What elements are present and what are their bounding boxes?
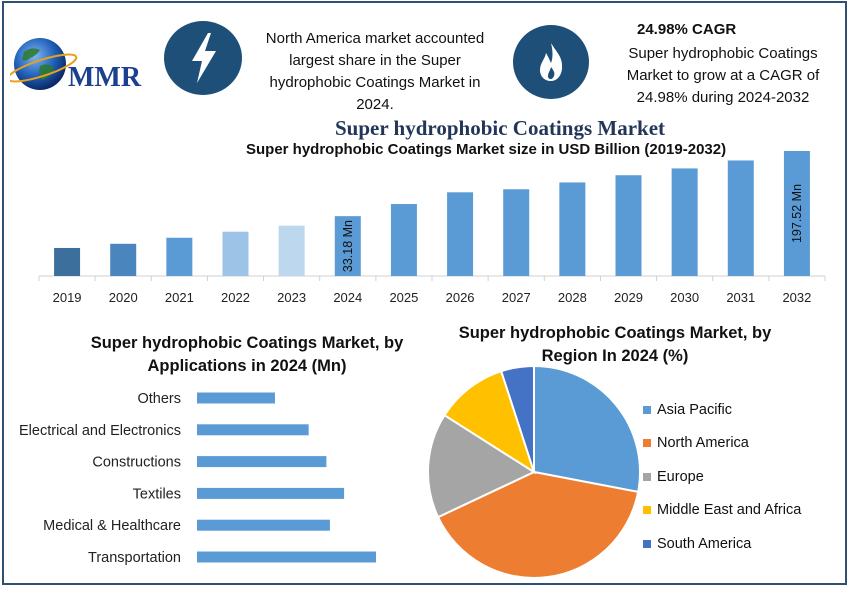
page-title: Super hydrophobic Coatings Market <box>334 116 666 140</box>
x-tick-label: 2027 <box>502 290 531 305</box>
legend-label: Middle East and Africa <box>657 502 802 519</box>
bar-2029 <box>615 175 642 276</box>
x-tick-label: 2026 <box>446 290 475 305</box>
pie-slice-south-america <box>499 364 535 473</box>
north-america-share-note: North America market accounted largest s… <box>265 30 485 113</box>
application-label: Textiles <box>133 486 181 502</box>
bar-2019 <box>54 247 81 276</box>
bar-2022 <box>222 231 249 276</box>
legend-item: Europe <box>643 460 801 494</box>
application-label: Others <box>137 391 181 407</box>
legend-swatch <box>643 405 651 414</box>
x-tick-label: 2024 <box>333 290 362 305</box>
x-tick-label: 2028 <box>558 290 587 305</box>
region-chart-title: Super hydrophobic Coatings Market, by Re… <box>458 324 772 365</box>
legend-swatch <box>643 506 651 515</box>
pie-slice-middle-east-and-africa <box>443 369 536 475</box>
legend-item: North America <box>643 427 801 461</box>
legend-label: North America <box>657 435 749 452</box>
bar-2021 <box>166 237 193 276</box>
pie-slice-asia-pacific <box>533 364 641 494</box>
bar-2020 <box>110 243 137 276</box>
cagr-title: 24.98% CAGR <box>637 21 737 38</box>
x-tick-label: 2019 <box>53 290 82 305</box>
bar-2028 <box>559 182 586 276</box>
bar-2030 <box>671 168 698 276</box>
application-bar <box>197 392 275 404</box>
application-bar <box>197 519 330 531</box>
x-tick-label: 2029 <box>614 290 643 305</box>
x-tick-label: 2025 <box>389 290 418 305</box>
application-bar <box>197 551 376 563</box>
x-tick-label: 2022 <box>221 290 250 305</box>
region-legend: Asia Pacific North America Europe Middle Ea… <box>643 393 801 561</box>
legend-item: Middle East and Africa <box>643 494 801 528</box>
application-bar <box>197 424 309 436</box>
legend-swatch <box>643 439 651 448</box>
market-size-chart-title: Super hydrophobic Coatings Market size i… <box>246 141 727 158</box>
mmr-logo: MMR <box>10 38 142 93</box>
lightning-bolt-icon <box>164 21 242 95</box>
x-tick-label: 2031 <box>726 290 755 305</box>
application-label: Constructions <box>92 455 181 471</box>
bar-annotation: 197.52 Mn <box>790 184 804 243</box>
pie-slice-north-america <box>436 470 640 579</box>
bar-2026 <box>447 192 474 276</box>
x-tick-label: 2030 <box>670 290 699 305</box>
application-label: Electrical and Electronics <box>19 423 181 439</box>
bar-2032 <box>783 151 810 276</box>
bar-2031 <box>727 160 754 276</box>
cagr-description: Super hydrophobic Coatings Market to gro… <box>626 45 820 106</box>
legend-swatch <box>643 539 651 548</box>
bar-2023 <box>278 225 305 276</box>
application-bar <box>197 487 345 499</box>
x-tick-label: 2020 <box>109 290 138 305</box>
pie-slice-europe <box>427 413 537 519</box>
legend-swatch <box>643 472 651 481</box>
bar-annotation: 33.18 Mn <box>341 220 355 272</box>
x-tick-label: 2021 <box>165 290 194 305</box>
bar-2027 <box>503 189 530 276</box>
bar-2025 <box>390 204 417 276</box>
application-label: Medical & Healthcare <box>43 518 181 534</box>
application-bar <box>197 456 327 468</box>
flame-icon <box>513 25 589 99</box>
bar-2024 <box>334 216 361 276</box>
svg-text:MMR: MMR <box>68 62 142 93</box>
x-tick-label: 2032 <box>782 290 811 305</box>
application-label: Transportation <box>88 550 181 566</box>
legend-label: Asia Pacific <box>657 401 732 418</box>
legend-item: South America <box>643 527 801 561</box>
applications-chart-title: Super hydrophobic Coatings Market, by Ap… <box>90 334 404 375</box>
legend-item: Asia Pacific <box>643 393 801 427</box>
x-tick-label: 2023 <box>277 290 306 305</box>
legend-label: South America <box>657 535 752 552</box>
legend-label: Europe <box>657 468 704 485</box>
